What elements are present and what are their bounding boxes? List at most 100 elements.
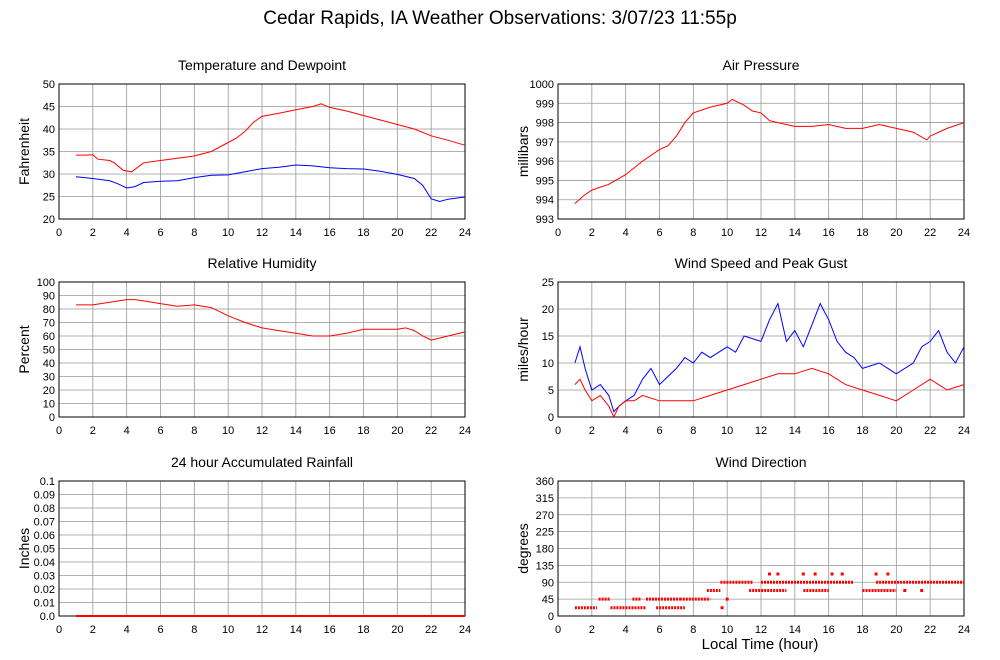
series-line-red: [75, 103, 466, 173]
y-tick-label: 994: [536, 195, 554, 207]
x-tick-label: 0: [555, 624, 561, 636]
y-tick-label: 0.09: [34, 490, 55, 502]
x-tick-label: 12: [755, 425, 767, 437]
x-tick-label: 20: [391, 227, 403, 239]
x-tick-label: 16: [324, 227, 336, 239]
chart-title: Relative Humidity: [208, 255, 317, 271]
x-tick-label: 24: [459, 624, 471, 636]
plot-frame: [58, 281, 466, 418]
y-tick-label: 5: [548, 385, 554, 397]
y-tick-label: 0.06: [34, 530, 55, 542]
y-tick-label: 10: [542, 358, 554, 370]
x-tick-label: 16: [324, 624, 336, 636]
y-axis-title: miles/hour: [515, 317, 531, 382]
direction-point: [767, 572, 771, 576]
y-tick-label: 998: [536, 118, 554, 130]
y-tick-label: 90: [43, 291, 55, 303]
y-tick-label: 70: [43, 318, 55, 330]
x-tick-label: 2: [90, 624, 96, 636]
x-tick-label: 2: [589, 624, 595, 636]
y-tick-label: 0.08: [34, 503, 55, 515]
y-tick-label: 35: [43, 147, 55, 159]
x-tick-label: 16: [823, 227, 835, 239]
x-tick-label: 12: [256, 227, 268, 239]
x-tick-label: 4: [124, 425, 130, 437]
y-tick-label: 315: [536, 493, 554, 505]
y-tick-label: 45: [542, 594, 554, 606]
x-tick-label: 10: [721, 425, 733, 437]
y-tick-label: 360: [536, 476, 554, 488]
x-tick-label: 8: [191, 624, 197, 636]
x-tick-label: 18: [357, 425, 369, 437]
x-tick-label: 16: [324, 425, 336, 437]
y-tick-label: 0.03: [34, 571, 55, 583]
x-tick-label: 14: [789, 227, 801, 239]
y-axis-title: millibars: [515, 126, 531, 177]
direction-point: [830, 572, 834, 576]
x-tick-label: 12: [256, 624, 268, 636]
chart-title: Wind Speed and Peak Gust: [675, 255, 848, 271]
y-tick-label: 0: [548, 412, 554, 424]
x-tick-label: 20: [890, 425, 902, 437]
y-tick-label: 50: [43, 79, 55, 91]
x-tick-label: 4: [124, 624, 130, 636]
y-axis-title: Percent: [16, 325, 32, 373]
x-tick-label: 8: [690, 624, 696, 636]
x-tick-label: 24: [958, 227, 970, 239]
y-tick-label: 100: [37, 277, 55, 289]
y-axis-title: Inches: [16, 528, 32, 569]
chart-title: Wind Direction: [715, 454, 806, 470]
x-tick-label: 12: [256, 425, 268, 437]
y-tick-label: 25: [542, 277, 554, 289]
x-tick-label: 12: [755, 624, 767, 636]
x-tick-label: 20: [391, 425, 403, 437]
y-tick-label: 0.04: [34, 557, 55, 569]
x-tick-label: 24: [459, 425, 471, 437]
direction-point: [874, 572, 878, 576]
x-tick-label: 8: [690, 227, 696, 239]
x-tick-label: 2: [90, 425, 96, 437]
x-tick-label: 18: [856, 425, 868, 437]
x-tick-label: 6: [157, 624, 163, 636]
series-line-blue: [75, 164, 466, 203]
x-tick-label: 2: [589, 425, 595, 437]
y-tick-label: 993: [536, 214, 554, 226]
x-tick-label: 14: [789, 624, 801, 636]
y-tick-label: 180: [536, 544, 554, 556]
x-tick-label: 0: [56, 425, 62, 437]
x-tick-label: 0: [555, 227, 561, 239]
y-tick-label: 60: [43, 331, 55, 343]
plot-frame: [58, 83, 466, 220]
y-tick-label: 40: [43, 124, 55, 136]
y-tick-label: 0: [49, 412, 55, 424]
page-title: Cedar Rapids, IA Weather Observations: 3…: [263, 8, 737, 29]
chart-title: Temperature and Dewpoint: [178, 57, 346, 73]
series-line-red: [574, 367, 965, 419]
y-tick-label: 270: [536, 510, 554, 522]
y-tick-label: 15: [542, 331, 554, 343]
x-tick-label: 8: [191, 227, 197, 239]
direction-point: [920, 589, 924, 592]
direction-point: [886, 572, 890, 576]
x-tick-label: 24: [459, 227, 471, 239]
x-tick-label: 18: [856, 227, 868, 239]
y-tick-label: 20: [542, 304, 554, 316]
x-tick-label: 10: [222, 227, 234, 239]
y-tick-label: 30: [43, 372, 55, 384]
y-tick-label: 0.1: [40, 476, 55, 488]
x-tick-label: 20: [890, 227, 902, 239]
y-tick-label: 999: [536, 98, 554, 110]
x-tick-label: 2: [589, 227, 595, 239]
direction-point: [903, 589, 907, 592]
chart-title: Air Pressure: [722, 57, 799, 73]
x-tick-label: 8: [191, 425, 197, 437]
x-tick-label: 6: [157, 425, 163, 437]
y-tick-label: 135: [536, 560, 554, 572]
plot-frame: [557, 281, 965, 418]
x-tick-label: 14: [290, 425, 302, 437]
